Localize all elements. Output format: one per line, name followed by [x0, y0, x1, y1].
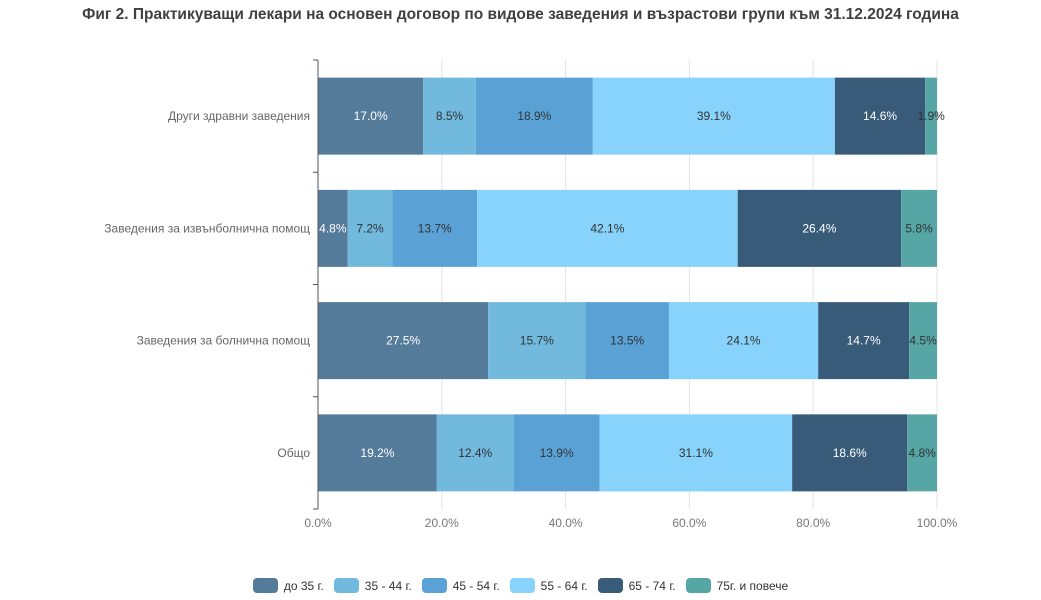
- data-label: 12.4%: [458, 446, 492, 460]
- legend-swatch: [685, 578, 711, 593]
- bar-segment[interactable]: [585, 302, 669, 380]
- x-tick-label: 0.0%: [304, 516, 332, 530]
- legend-label: 35 - 44 г.: [364, 578, 412, 593]
- bar-segment[interactable]: [318, 189, 348, 267]
- data-label: 24.1%: [727, 334, 761, 348]
- bar-segment[interactable]: [834, 77, 926, 155]
- legend-label: 75г. и повече: [716, 578, 789, 593]
- legend-swatch: [333, 578, 359, 593]
- category-label: Заведения за извънболнична помощ: [104, 221, 310, 235]
- data-label: 5.8%: [905, 221, 933, 235]
- legend-item[interactable]: до 35 г.: [252, 578, 324, 593]
- legend-item[interactable]: 45 - 54 г.: [421, 578, 500, 593]
- axes: 0.0% 20.0% 40.0% 60.0% 80.0% 100.0% Други здра…: [104, 59, 958, 530]
- bar-segment[interactable]: [599, 414, 793, 492]
- data-label: 27.5%: [386, 334, 420, 348]
- bar-segment[interactable]: [436, 414, 514, 492]
- data-label: 18.6%: [833, 446, 867, 460]
- bar-segment[interactable]: [318, 414, 437, 492]
- data-label: 13.5%: [610, 334, 644, 348]
- legend-swatch: [421, 578, 447, 593]
- bar-segment[interactable]: [668, 302, 819, 380]
- bars: [318, 77, 937, 492]
- data-label: 4.8%: [908, 446, 936, 460]
- bar-segment[interactable]: [925, 77, 937, 155]
- data-label: 26.4%: [802, 221, 836, 235]
- bar-segment[interactable]: [318, 302, 489, 380]
- bar-segment[interactable]: [909, 302, 937, 380]
- bar-segment[interactable]: [592, 77, 835, 155]
- legend-swatch: [252, 578, 278, 593]
- data-label: 31.1%: [679, 446, 713, 460]
- data-label: 4.8%: [319, 221, 347, 235]
- legend-swatch: [597, 578, 623, 593]
- data-label: 7.2%: [356, 221, 384, 235]
- x-tick-label: 60.0%: [672, 516, 706, 530]
- x-tick-label: 20.0%: [425, 516, 459, 530]
- x-tick-label: 80.0%: [796, 516, 830, 530]
- data-label: 39.1%: [697, 109, 731, 123]
- x-tick-label: 100.0%: [917, 516, 958, 530]
- data-label: 4.5%: [909, 334, 937, 348]
- legend-item[interactable]: 65 - 74 г.: [597, 578, 676, 593]
- bar-segment[interactable]: [901, 189, 937, 267]
- bar-segment[interactable]: [737, 189, 902, 267]
- legend-label: 55 - 64 г.: [540, 578, 588, 593]
- bar-segment[interactable]: [318, 77, 424, 155]
- legend-label: до 35 г.: [283, 578, 324, 593]
- legend-item[interactable]: 75г. и повече: [685, 578, 789, 593]
- data-label: 8.5%: [436, 109, 464, 123]
- bar-segment[interactable]: [475, 77, 593, 155]
- bar-segment[interactable]: [477, 189, 738, 267]
- data-label: 42.1%: [590, 221, 624, 235]
- bar-segment[interactable]: [513, 414, 600, 492]
- x-tick-label: 40.0%: [549, 516, 583, 530]
- legend-swatch: [509, 578, 535, 593]
- bar-segment[interactable]: [488, 302, 586, 380]
- stacked-bar-chart: 0.0% 20.0% 40.0% 60.0% 80.0% 100.0% Други здра…: [104, 59, 958, 530]
- bar-segment[interactable]: [792, 414, 908, 492]
- category-label: Други здравни заведения: [168, 109, 310, 123]
- data-label: 13.9%: [540, 446, 574, 460]
- chart-title: Фиг 2. Практикуващи лекари на основен до…: [82, 6, 959, 23]
- bar-segment[interactable]: [423, 77, 476, 155]
- category-label: Заведения за болнична помощ: [137, 334, 311, 348]
- bar-segment[interactable]: [907, 414, 937, 492]
- data-label: 14.7%: [847, 334, 881, 348]
- data-label: 18.9%: [517, 109, 551, 123]
- category-label: Общо: [277, 446, 310, 460]
- legend-label: 65 - 74 г.: [628, 578, 676, 593]
- legend-item[interactable]: 35 - 44 г.: [333, 578, 412, 593]
- bar-segment[interactable]: [818, 302, 910, 380]
- data-label: 1.9%: [917, 109, 945, 123]
- data-label: 15.7%: [520, 334, 554, 348]
- data-labels: 17.0% 8.5% 18.9% 39.1% 14.6% 1.9% 4.8% 7.2% 13.7…: [319, 109, 945, 460]
- data-label: 19.2%: [360, 446, 394, 460]
- legend: до 35 г. 35 - 44 г. 45 - 54 г. 55 - 64 г. 65…: [0, 578, 1041, 593]
- bar-segment[interactable]: [347, 189, 393, 267]
- data-label: 13.7%: [418, 221, 452, 235]
- legend-item[interactable]: 55 - 64 г.: [509, 578, 588, 593]
- data-label: 14.6%: [863, 109, 897, 123]
- bar-segment[interactable]: [392, 189, 478, 267]
- legend-label: 45 - 54 г.: [452, 578, 500, 593]
- data-label: 17.0%: [354, 109, 388, 123]
